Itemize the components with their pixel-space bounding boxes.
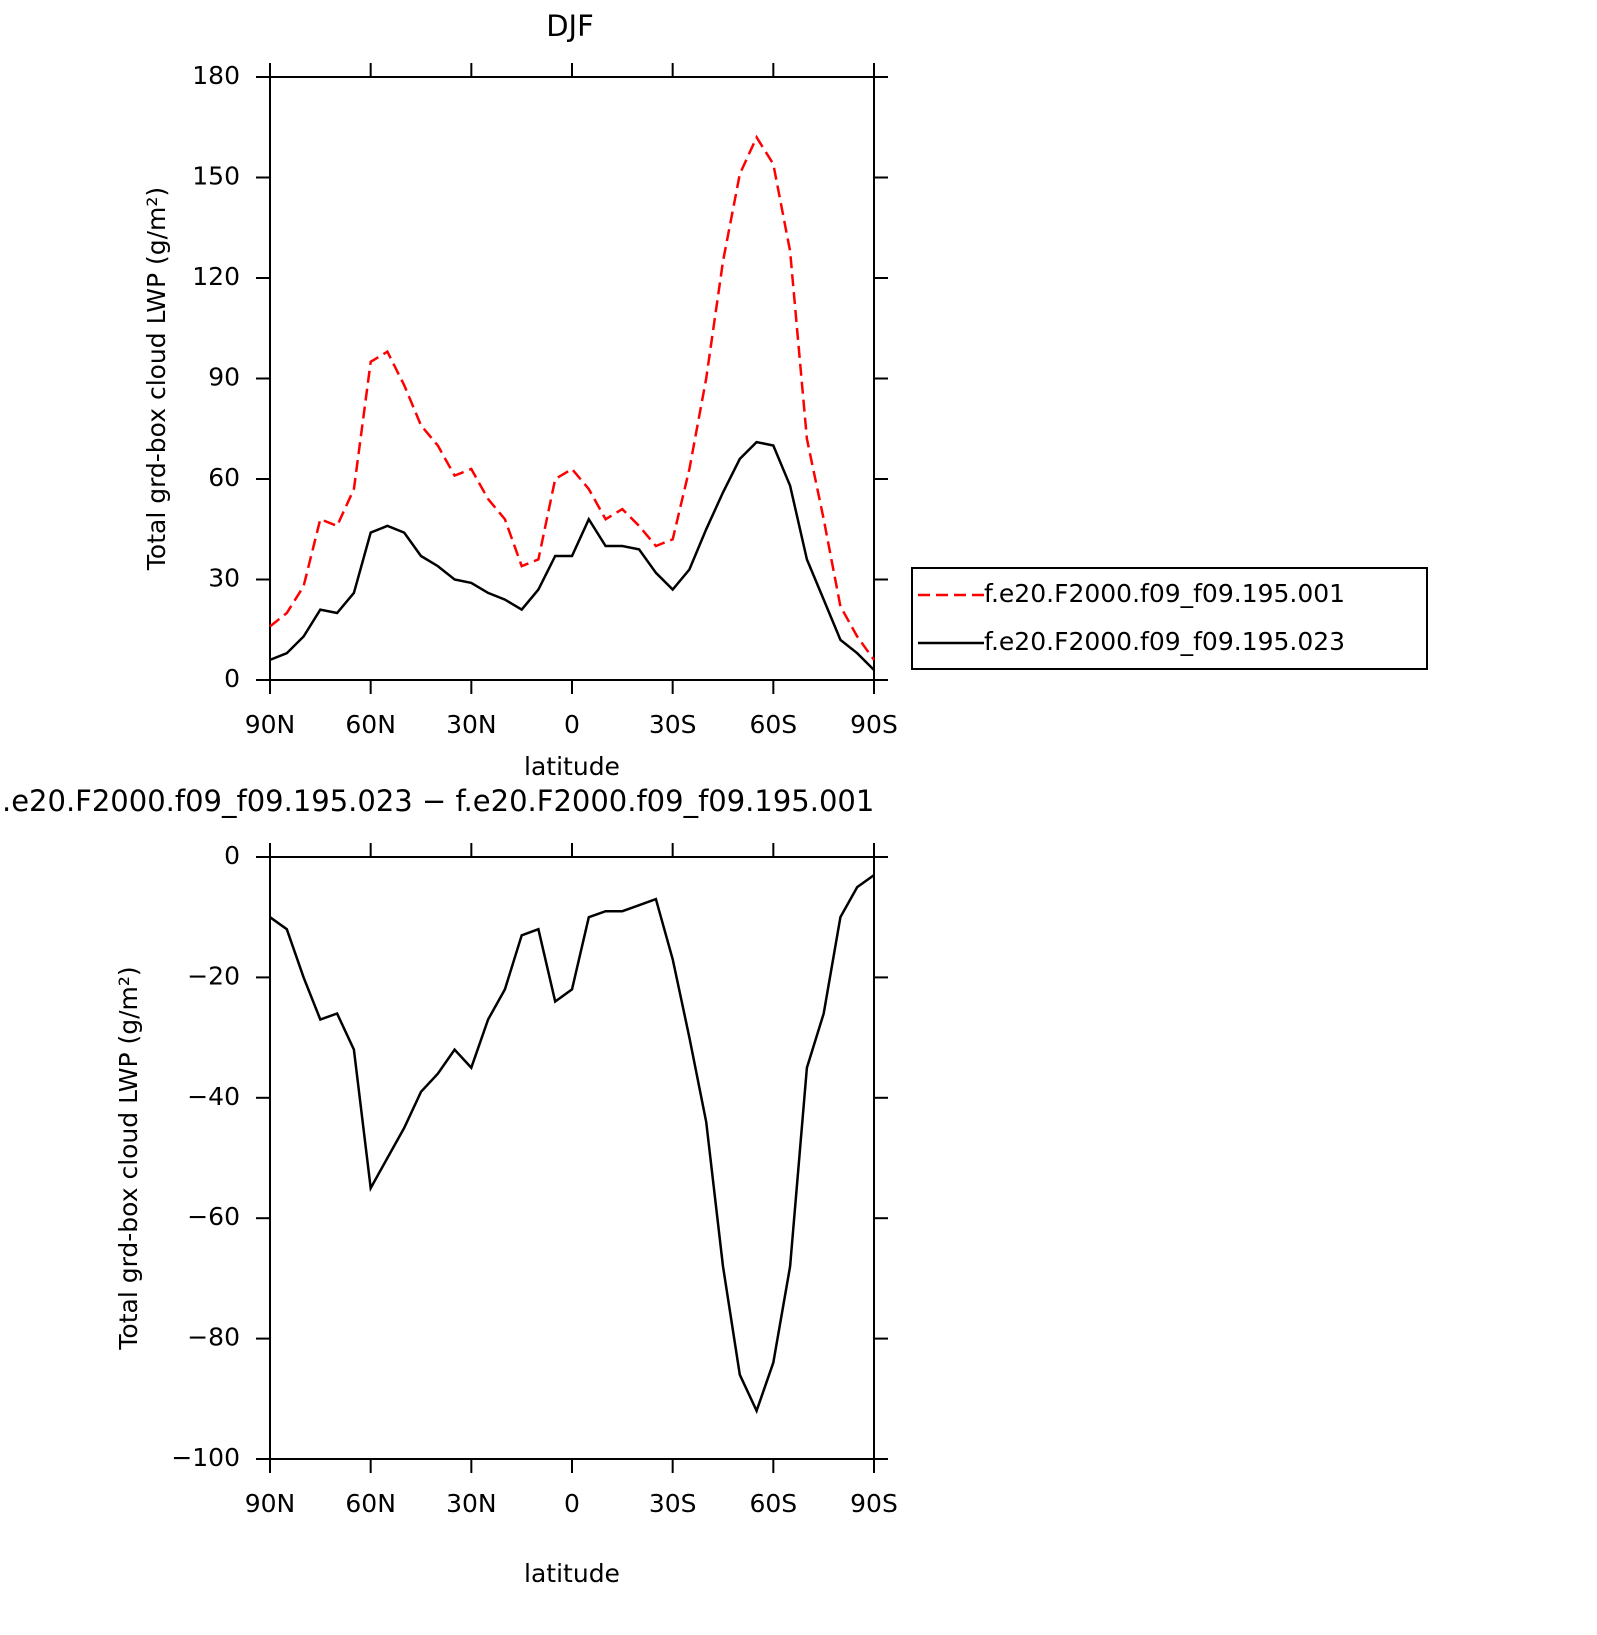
x-tick-label: 30N [446,710,497,739]
y-tick-label: −60 [187,1202,240,1231]
y-tick-label: −40 [187,1082,240,1111]
data-line [269,874,875,1415]
x-tick-label: 90N [245,1489,296,1518]
x-tick-label: 60S [749,1489,797,1518]
x-axis-label: latitude [524,1559,620,1588]
x-tick-label: 60S [749,710,797,739]
x-tick-label: 30S [649,710,697,739]
plot-frame [269,856,875,1460]
y-tick-label: 120 [192,262,240,291]
y-tick-label: 180 [192,61,240,90]
y-tick-label: 150 [192,162,240,191]
x-axis-label: latitude [524,752,620,781]
legend-label: f.e20.F2000.f09_f09.195.001 [984,579,1345,608]
x-tick-label: 0 [564,1489,580,1518]
y-tick-label: −20 [187,961,240,990]
chart-title: DJF [546,9,594,43]
x-tick-label: 90N [245,710,296,739]
legend-label: f.e20.F2000.f09_f09.195.023 [984,627,1345,656]
data-line [269,440,875,671]
y-tick-label: 30 [208,564,240,593]
x-tick-label: 30S [649,1489,697,1518]
x-tick-label: 30N [446,1489,497,1518]
y-tick-label: 60 [208,463,240,492]
y-tick-label: −80 [187,1323,240,1352]
x-tick-label: 0 [564,710,580,739]
y-tick-label: 90 [208,363,240,392]
legend-box [911,567,1428,670]
x-tick-label: 60N [345,1489,396,1518]
x-tick-label: 90S [850,710,898,739]
plot-frame [269,76,875,681]
y-axis-label: Total grd-box cloud LWP (g/m²) [142,187,171,571]
x-tick-label: 60N [345,710,396,739]
x-tick-label: 90S [850,1489,898,1518]
y-axis-label: Total grd-box cloud LWP (g/m²) [114,966,143,1350]
y-tick-label: 0 [224,841,240,870]
chart-title: .e20.F2000.f09_f09.195.023 − f.e20.F2000… [2,784,874,818]
data-line [269,134,876,661]
y-tick-label: −100 [171,1443,240,1472]
y-tick-label: 0 [224,664,240,693]
